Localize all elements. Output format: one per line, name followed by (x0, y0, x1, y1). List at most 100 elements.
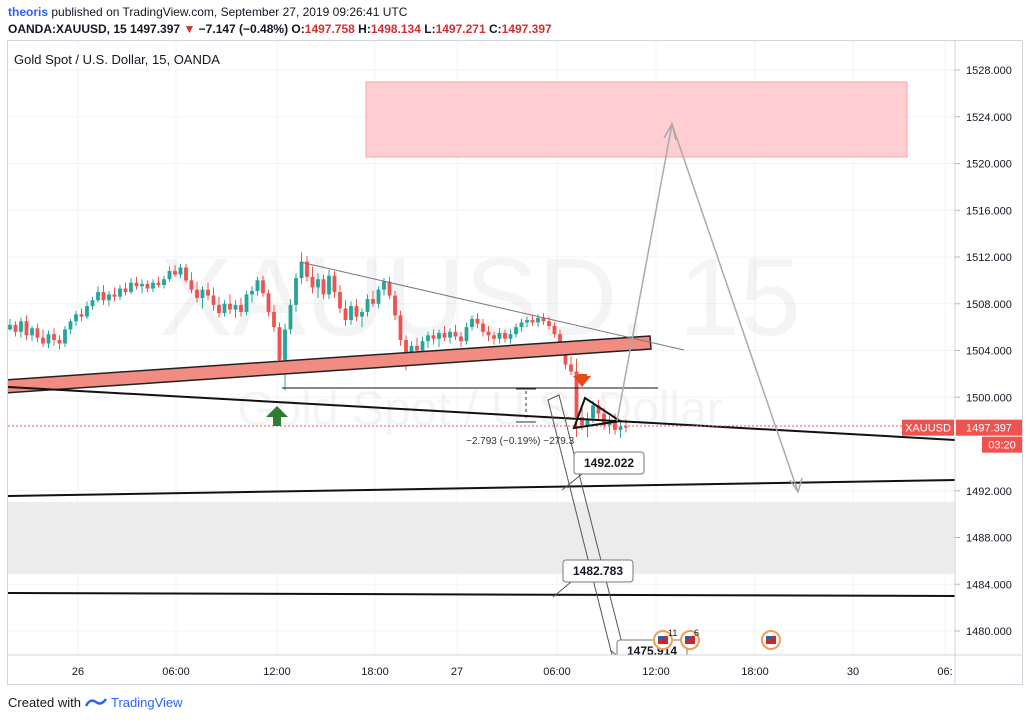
candle-body (453, 331, 458, 337)
price-tick-label: 1528.000 (966, 65, 1012, 77)
flag-canton-icon (766, 636, 771, 640)
candle-body (541, 317, 546, 322)
candle-body (492, 335, 496, 339)
candle-body (239, 304, 243, 312)
candle-body (217, 304, 221, 314)
chart-frame (7, 40, 1023, 685)
candle-body (151, 282, 155, 289)
candle-body (211, 295, 216, 305)
callout-label: 1492.022 (584, 456, 634, 470)
candle-body (365, 299, 370, 312)
candle-body (310, 276, 315, 288)
candle-body (63, 329, 67, 344)
callout-pointer (552, 581, 572, 598)
symbol-tag (902, 419, 954, 436)
candle-body (404, 339, 408, 357)
candle-body (376, 289, 381, 304)
candle-body (530, 320, 535, 323)
candle-body (140, 283, 144, 287)
resistance-zone[interactable] (365, 81, 908, 158)
candle-body (624, 426, 628, 428)
candle-body (409, 345, 414, 357)
tradingview-logo-icon (84, 697, 107, 707)
candle-body (387, 281, 392, 296)
candle-body (222, 303, 227, 314)
close-value: 1497.397 (501, 22, 552, 36)
callout-label: 1475.914 (627, 644, 677, 658)
candle-body (398, 315, 403, 340)
callout-box[interactable] (562, 559, 634, 583)
measure-label: −2.793 (−0.19%) −279.3 (466, 436, 575, 447)
footer: Created with TradingView (8, 695, 183, 710)
flag-canton-icon (685, 636, 690, 640)
time-tick-label: 26 (72, 666, 84, 678)
candle-body (79, 314, 84, 317)
support-line-lower[interactable] (8, 592, 956, 597)
author-link[interactable]: theoris (8, 5, 49, 19)
time-tick-label: 18:00 (741, 666, 769, 678)
support-zone[interactable] (8, 502, 955, 574)
event-flags: 11 6 (653, 628, 781, 650)
sell-arrow-stem (577, 374, 587, 378)
close-label: C: (488, 22, 502, 36)
candle-body (618, 426, 623, 430)
callout-pointer (609, 649, 618, 655)
candle-body (327, 275, 331, 295)
candle-body (420, 341, 425, 351)
candle-body (228, 303, 232, 310)
candle-body (261, 280, 265, 294)
candle-body (519, 322, 524, 328)
candle-body (145, 283, 150, 289)
candle-body (497, 332, 502, 339)
descending-trendline[interactable] (299, 261, 685, 351)
projection-up-arrowhead (663, 122, 677, 141)
candle-body (24, 321, 29, 336)
candle-body (360, 311, 364, 317)
candle-body (563, 350, 568, 365)
candle-body (118, 288, 122, 297)
support-line-upper[interactable] (8, 479, 956, 497)
time-tick-label: 12:00 (642, 666, 670, 678)
small-triangle-pattern[interactable] (572, 396, 623, 430)
candle-body (35, 328, 40, 338)
price-tick-label: 1488.000 (966, 533, 1012, 545)
buy-arrow-icon (266, 406, 288, 426)
candle-body (316, 279, 320, 288)
price-axis[interactable]: 1528.000 1524.000 1520.000 1516.000 1512.000… (954, 41, 1012, 684)
published-text: published on TradingView.com, September … (51, 5, 408, 19)
candle-body (189, 280, 194, 290)
change-value: −7.147 (−0.48%) (198, 22, 289, 36)
candle-body (13, 324, 18, 332)
low-label: L: (424, 22, 436, 36)
candle-body (178, 267, 183, 275)
candle-body (272, 311, 276, 328)
candle-body (294, 278, 298, 305)
candle-body (354, 306, 359, 317)
candle-body (415, 345, 419, 351)
candle-body (525, 320, 529, 323)
tradingview-link[interactable]: TradingView (110, 695, 183, 710)
symbol-label: OANDA:XAUUSD, 15 (8, 22, 127, 36)
price-tick-label: 1480.000 (966, 626, 1012, 638)
countdown-tag (982, 436, 1022, 453)
lower-trendline[interactable] (8, 386, 956, 441)
rising-channel-band[interactable] (4, 335, 652, 394)
price-tick-label: 1504.000 (966, 346, 1012, 358)
candle-body (514, 327, 518, 335)
callout-box[interactable] (573, 451, 645, 475)
time-tick-label: 06:00 (162, 666, 190, 678)
candle-body (486, 331, 491, 336)
candle-body (46, 334, 51, 344)
price-tick-label: 1520.000 (966, 159, 1012, 171)
candle-body (277, 327, 282, 360)
event-count-label: 11 (668, 628, 677, 638)
price-tick-label: 1484.000 (966, 579, 1012, 591)
candle-body (233, 304, 238, 310)
candle-body (283, 329, 287, 360)
time-axis[interactable]: 26 06:00 12:00 18:00 27 06:00 12:00 18:00 30 06: (8, 654, 1022, 678)
candle-body (431, 335, 436, 339)
quote-line: OANDA:XAUUSD, 15 1497.397 ▼ −7.147 (−0.4… (8, 22, 552, 36)
high-label: H: (358, 22, 371, 36)
price-chart[interactable]: XAUUSD, 15 Gold Spot / U.S. Dollar −2.79… (0, 0, 1030, 690)
candle-body (321, 279, 326, 295)
